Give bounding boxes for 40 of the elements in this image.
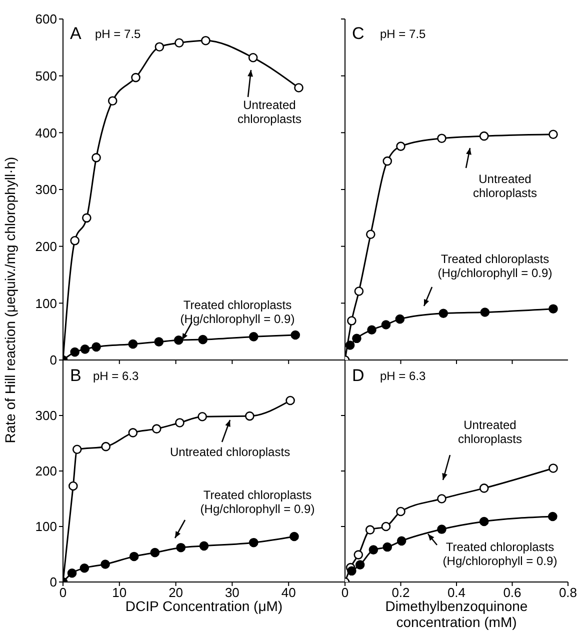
y-tick-label: 300 <box>35 182 57 198</box>
annotation: pH = 6.3 <box>380 369 426 383</box>
legend-label: Untreated chloroplasts <box>236 98 303 126</box>
y-tick-label: 0 <box>50 574 57 590</box>
legend-label: Treated chloroplasts (Hg/chlorophyll = 0.9) <box>442 540 558 568</box>
annotation: pH = 7.5 <box>95 27 141 41</box>
x-tick-label: 0 <box>341 585 349 600</box>
x-tick-label: 20 <box>168 585 184 600</box>
x-tick-label: 10 <box>112 585 127 600</box>
text: Treated chloroplasts (Hg/chlorophyll = 0.9) <box>199 488 316 516</box>
legend-label: Untreated chloroplasts <box>170 445 292 459</box>
text: Treated chloroplasts (Hg/chlorophyll = 0.9) <box>436 252 554 280</box>
legend-label: Untreated chloroplasts <box>472 172 538 200</box>
chart-title: A <box>70 24 82 44</box>
x-tick-label: 40 <box>281 585 296 600</box>
chart-title: D <box>352 366 364 386</box>
y-tick-label: 600 <box>35 12 57 27</box>
y-tick-label: 400 <box>35 125 57 140</box>
x-axis-title: Dimethylbenzoquinone concentration (mM) <box>384 598 529 630</box>
x-tick-label: 0.2 <box>392 585 410 600</box>
y-tick-label: 100 <box>35 296 57 311</box>
x-tick-label: 0.8 <box>558 585 578 600</box>
y-axis-title: Rate of Hill reaction (μequiv./mg chlorophyll·h) <box>2 156 19 446</box>
y-tick-label: 500 <box>35 68 57 84</box>
annotation: pH = 7.5 <box>380 27 426 41</box>
x-axis-title: DCIP Concentration (μM) <box>124 598 284 614</box>
x-tick-label: 30 <box>224 585 240 600</box>
y-tick-label: 100 <box>35 519 57 534</box>
x-tick-label: 0 <box>59 585 67 600</box>
chart-title: B <box>70 366 82 386</box>
chart-title: C <box>352 24 364 44</box>
annotation: pH = 6.3 <box>93 369 139 383</box>
y-tick-label: 300 <box>35 408 57 424</box>
y-tick-label: 200 <box>35 238 57 254</box>
x-tick-label: 0.4 <box>447 585 466 600</box>
y-tick-label: 200 <box>35 464 57 479</box>
text: Untreated chloroplasts <box>456 418 524 446</box>
series-label: Treated chloroplasts (Hg/chlorophyll = 0.9) <box>179 298 296 326</box>
x-tick-label: 0.6 <box>503 585 522 600</box>
y-tick-label: 0 <box>50 352 57 368</box>
